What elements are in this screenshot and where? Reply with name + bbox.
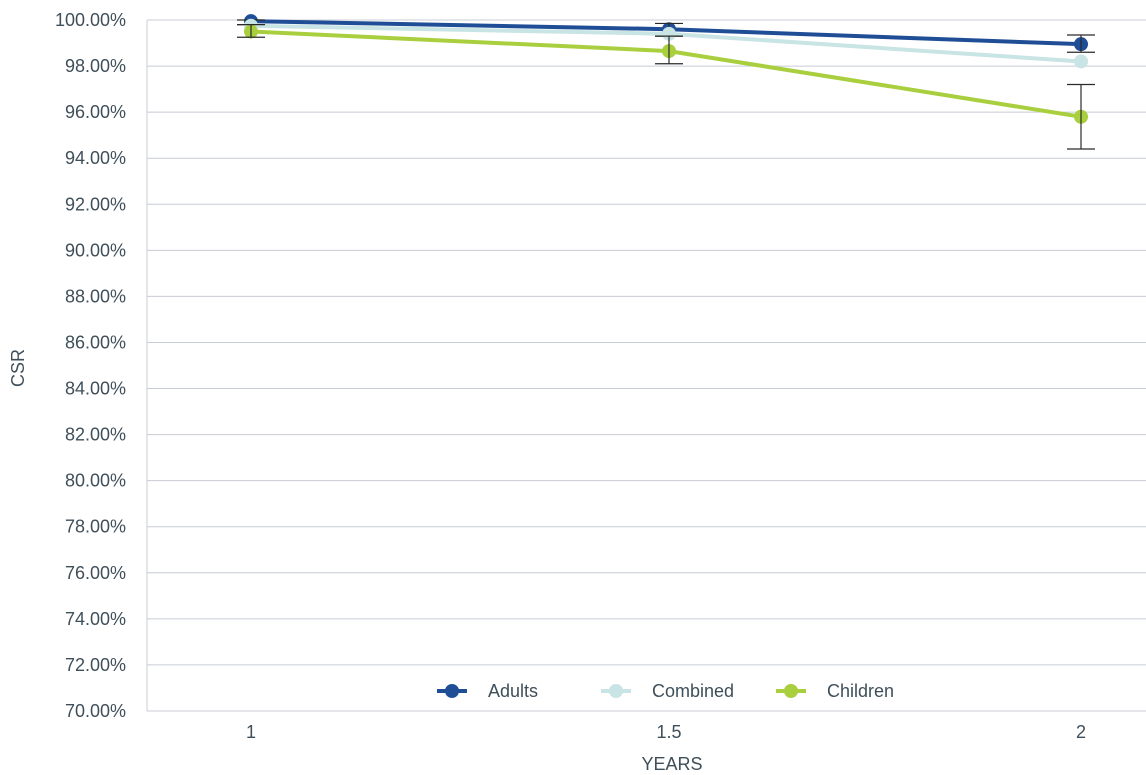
legend-item-adults: Adults	[437, 681, 538, 701]
y-tick-label: 82.00%	[65, 425, 126, 445]
x-axis-ticks: 1 1.5 2	[246, 722, 1086, 742]
y-tick-label: 96.00%	[65, 102, 126, 122]
y-tick-label: 98.00%	[65, 56, 126, 76]
series-line	[250, 29, 1082, 119]
error-bar	[655, 35, 683, 65]
legend-item-combined: Combined	[601, 681, 734, 701]
error-bar	[237, 24, 265, 38]
y-tick-label: 86.00%	[65, 332, 126, 352]
y-tick-label: 92.00%	[65, 194, 126, 214]
x-tick-label: 1	[246, 722, 256, 742]
legend-swatch-marker	[445, 684, 459, 698]
y-tick-label: 90.00%	[65, 240, 126, 260]
legend: Adults Combined Children	[437, 681, 894, 701]
y-tick-label: 88.00%	[65, 286, 126, 306]
x-tick-label: 2	[1076, 722, 1086, 742]
legend-label: Combined	[652, 681, 734, 701]
x-axis-title: YEARS	[641, 754, 702, 774]
error-bar	[1067, 83, 1095, 150]
legend-swatch-marker	[784, 684, 798, 698]
y-tick-label: 80.00%	[65, 471, 126, 491]
legend-swatch-marker	[609, 684, 623, 698]
error-bar	[1067, 34, 1095, 53]
legend-label: Children	[827, 681, 894, 701]
legend-item-children: Children	[776, 681, 894, 701]
y-axis-title: CSR	[8, 349, 28, 387]
y-tick-label: 78.00%	[65, 517, 126, 537]
legend-label: Adults	[488, 681, 538, 701]
y-axis-ticks: 70.00% 72.00% 74.00% 76.00% 78.00% 80.00% 82.0…	[55, 10, 126, 721]
y-tick-label: 100.00%	[55, 10, 126, 30]
gridlines	[146, 19, 1146, 712]
data-point	[662, 26, 676, 41]
series-combined	[244, 18, 1088, 69]
x-tick-label: 1.5	[656, 722, 681, 742]
y-tick-label: 70.00%	[65, 701, 126, 721]
y-tick-label: 76.00%	[65, 563, 126, 583]
series-children	[237, 24, 1095, 150]
y-tick-label: 84.00%	[65, 379, 126, 399]
y-tick-label: 72.00%	[65, 655, 126, 675]
y-tick-label: 94.00%	[65, 148, 126, 168]
data-point	[1074, 54, 1088, 69]
y-tick-label: 74.00%	[65, 609, 126, 629]
series	[237, 14, 1095, 150]
